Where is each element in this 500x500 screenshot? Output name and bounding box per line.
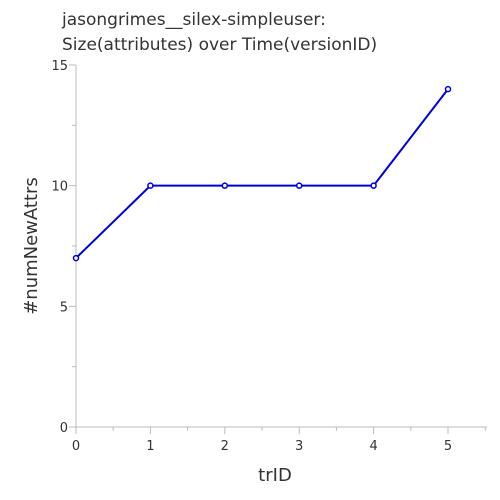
series-layer <box>72 85 452 262</box>
chart-title: jasongrimes__silex-simpleuser: Size(attr… <box>61 10 377 55</box>
data-point <box>295 182 303 189</box>
x-axis-label: trID <box>258 465 292 486</box>
y-tick-label: 0 <box>60 421 68 436</box>
y-tick-label: 5 <box>60 300 68 315</box>
chart-title-line-1: jasongrimes__silex-simpleuser: <box>61 10 326 30</box>
series-line <box>75 88 449 259</box>
y-tick-label: 10 <box>51 180 68 195</box>
y-tick-label: 15 <box>51 59 68 74</box>
data-point <box>370 182 377 189</box>
x-tick-label: 0 <box>72 439 80 454</box>
x-tick-label: 5 <box>444 439 452 454</box>
y-axis-label: #numNewAttrs <box>21 177 42 315</box>
chart-title-line-2: Size(attributes) over Time(versionID) <box>62 35 377 55</box>
x-tick-label: 1 <box>146 439 154 454</box>
x-axis-ticks: 0 1 2 3 4 5 <box>72 427 486 454</box>
y-axis-ticks: 0 5 10 15 <box>51 59 76 436</box>
x-tick-label: 2 <box>221 439 229 454</box>
data-point <box>221 182 229 189</box>
x-tick-label: 4 <box>369 439 377 454</box>
data-point <box>444 85 452 93</box>
data-point <box>147 182 154 189</box>
x-tick-label: 3 <box>295 439 303 454</box>
data-point <box>72 254 80 262</box>
